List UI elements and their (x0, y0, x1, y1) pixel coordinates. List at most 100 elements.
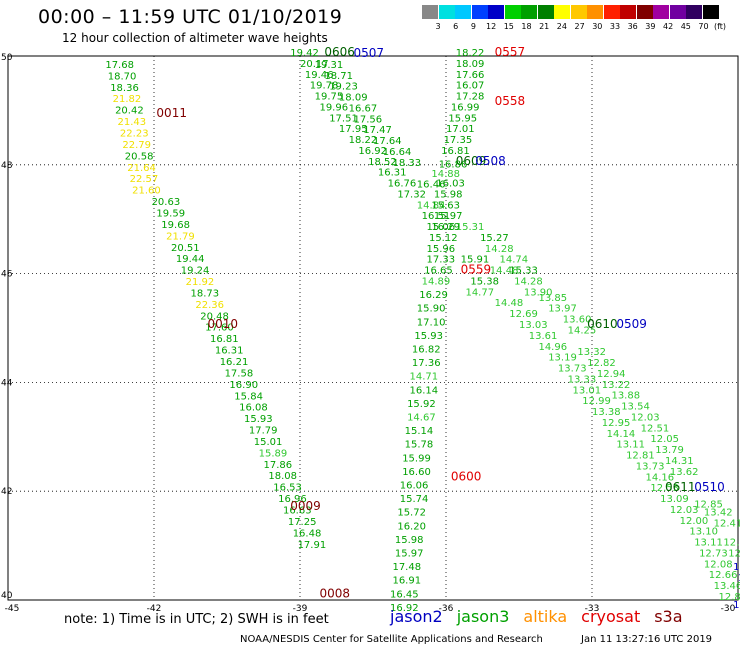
wave-height-value: 13.11 (694, 538, 723, 549)
colorbar-label: 27 (574, 22, 585, 31)
wave-height-value: 17.36 (412, 358, 441, 369)
wave-height-value: 15.93 (244, 414, 273, 425)
colorbar-label: 9 (470, 22, 476, 31)
wave-height-value: 13.01 (573, 385, 602, 396)
time-label: 0610 (587, 317, 618, 331)
wave-height-value: 16.07 (456, 81, 485, 92)
wave-height-value: 14.48 (495, 298, 524, 309)
wave-height-value: 22.57 (130, 174, 159, 185)
colorbar-swatch (504, 5, 521, 19)
wave-height-value: 16.81 (210, 334, 239, 345)
colorbar-swatch (455, 5, 471, 19)
wave-height-value: 15.91 (461, 255, 490, 266)
lat-tick-label: 42 (1, 487, 12, 497)
track-0011: 17.6818.7018.3621.8220.4221.4322.2322.79… (105, 60, 350, 600)
wave-height-value: 19.96 (319, 102, 348, 113)
wave-height-value: 15.96 (427, 244, 456, 255)
lat-tick-label: 44 (1, 378, 13, 388)
wave-height-value: 14.16 (646, 472, 675, 483)
lat-tick-label: 48 (1, 161, 13, 171)
map-subtitle: 12 hour collection of altimeter wave hei… (62, 31, 328, 45)
colorbar-label: 70 (698, 22, 709, 31)
wave-height-value: 13.97 (548, 304, 577, 315)
wave-height-value: 12.51 (723, 538, 740, 549)
lat-tick-label: 46 (1, 270, 13, 280)
wave-height-value: 18.09 (339, 93, 368, 104)
wave-height-value: 15.93 (414, 331, 443, 342)
colorbar-label: 33 (609, 22, 621, 31)
wave-height-value: 13.88 (611, 391, 640, 402)
track-0509: 19.4220.1719.3119.4618.7119.7819.2319.75… (290, 45, 740, 611)
wave-height-value: 19.42 (290, 48, 319, 59)
time-label: 0609 (456, 154, 487, 168)
lat-tick-label: 40 (1, 591, 13, 601)
colorbar-swatch (488, 5, 504, 19)
wave-height-value: 19.24 (181, 266, 210, 277)
wave-height-value: 13.62 (670, 467, 699, 478)
wave-height-value: 16.48 (293, 528, 322, 539)
time-label: 0508 (475, 154, 506, 168)
wave-height-value: 20.63 (152, 197, 181, 208)
wave-height-value: 14.89 (422, 276, 451, 287)
colorbar-label: 24 (556, 22, 567, 31)
wave-height-value: 13.19 (548, 353, 577, 364)
wave-height-value: 16.46 (417, 180, 446, 191)
wave-height-value: 17.58 (225, 368, 254, 379)
wave-height-value: 17.48 (392, 562, 421, 573)
wave-height-value: 12.08 (704, 559, 733, 570)
colorbar-label: 45 (680, 22, 691, 31)
wave-height-value: 16.08 (239, 403, 268, 414)
wave-height-value: 21.43 (118, 117, 147, 128)
colorbar-swatch (620, 5, 636, 19)
lon-tick-label: -36 (439, 604, 454, 614)
wave-height-value: 11.09 (733, 600, 740, 611)
legend-cryosat: cryosat (581, 607, 641, 626)
time-label: 0011 (156, 106, 187, 120)
wave-height-value: 15.01 (254, 437, 283, 448)
wave-height-value: 15.97 (434, 211, 463, 222)
colorbar-swatch (636, 5, 653, 19)
footer-note: note: 1) Time is in UTC; 2) SWH is in fe… (64, 612, 329, 627)
colorbar-swatch (422, 5, 438, 19)
map-frame (7, 55, 739, 601)
wave-height-value: 15.90 (417, 304, 446, 315)
wave-height-value: 17.32 (397, 189, 426, 200)
wave-height-value: 14.96 (538, 342, 567, 353)
colorbar-swatch (587, 5, 603, 19)
wave-height-value: 17.66 (456, 70, 485, 81)
legend-altika: altika (523, 607, 568, 626)
wave-height-value: 19.78 (310, 81, 339, 92)
wave-height-value: 22.36 (195, 300, 224, 311)
wave-height-value: 15.98 (395, 535, 424, 546)
satellite-legend: jason2 jason3 altika cryosat s3a (390, 607, 697, 626)
wave-height-value: 15.38 (470, 276, 499, 287)
colorbar-swatch (702, 5, 719, 19)
wave-height-value: 16.81 (441, 146, 470, 157)
wave-height-value: 16.96 (278, 494, 307, 505)
wave-height-value: 20.58 (125, 151, 154, 162)
wave-height-value: 13.33 (568, 374, 597, 385)
lon-tick-label: -39 (293, 604, 308, 614)
wave-height-value: 19.46 (305, 70, 334, 81)
wave-height-value: 17.10 (417, 317, 446, 328)
wave-height-value: 17.25 (288, 517, 317, 528)
wave-height-value: 12.41 (728, 548, 740, 559)
wave-height-value: 19.59 (156, 208, 185, 219)
wave-height-value: 15.97 (395, 548, 424, 559)
wave-height-value: 15.63 (431, 200, 460, 211)
wave-height-value: 15.98 (434, 189, 463, 200)
wave-height-value: 19.23 (329, 82, 358, 93)
wave-height-value: 17.95 (339, 124, 368, 135)
colorbar-swatch (438, 5, 455, 19)
lon-tick-label: -45 (5, 604, 20, 614)
wave-height-value: 18.70 (108, 71, 137, 82)
colorbar-label: 21 (539, 22, 550, 31)
wave-height-value: 18.73 (191, 288, 220, 299)
wave-height-value: 14.25 (568, 325, 597, 336)
wave-height-value: 12.66 (709, 570, 738, 581)
time-label: 0510 (694, 480, 725, 494)
wave-height-value: 19.31 (315, 60, 344, 71)
wave-height-value: 13.46 (714, 581, 740, 592)
wave-height-value: 12.53 (650, 483, 679, 494)
wave-height-value: 18.52 (368, 157, 397, 168)
